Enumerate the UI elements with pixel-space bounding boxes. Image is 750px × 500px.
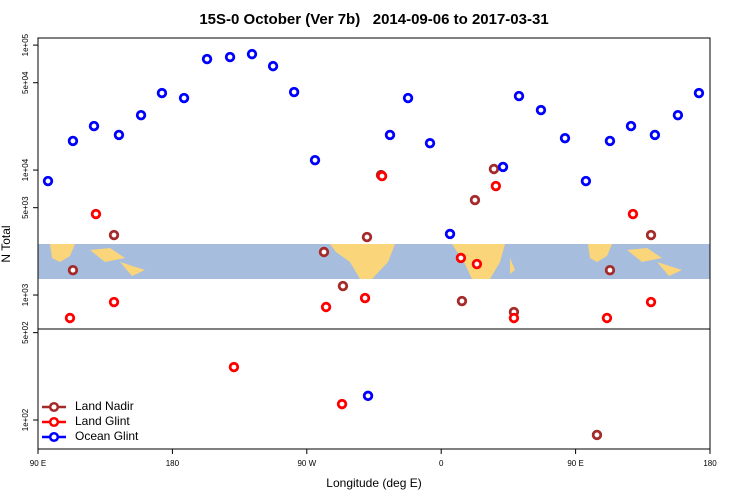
point <box>42 175 54 187</box>
y-tick-label: 5e+02 <box>21 321 30 344</box>
x-tick-label: 0 <box>439 459 444 468</box>
point <box>424 138 436 149</box>
land-shape <box>50 244 145 276</box>
point <box>359 292 371 304</box>
point <box>488 163 500 175</box>
x-tick-label: 90 E <box>567 459 583 468</box>
point <box>88 120 100 132</box>
chart-title: 15S-0 October (Ver 7b) 2014-09-06 to 201… <box>199 11 548 28</box>
point <box>67 265 79 276</box>
point <box>508 312 520 324</box>
y-tick-label: 5e+04 <box>21 71 30 94</box>
point <box>591 429 603 441</box>
point <box>471 258 483 270</box>
point <box>376 170 388 182</box>
point <box>601 312 613 324</box>
point <box>604 135 616 147</box>
y-tick-label: 1e+04 <box>21 158 30 181</box>
point <box>535 104 547 116</box>
x-axis-label: Longitude (deg E) <box>326 476 421 490</box>
point <box>320 301 332 313</box>
point <box>108 229 120 241</box>
point <box>113 129 125 141</box>
point <box>444 228 456 240</box>
point <box>455 252 467 264</box>
point <box>288 86 300 98</box>
legend-label: Land Glint <box>75 414 130 428</box>
point <box>402 92 414 104</box>
point <box>645 229 657 241</box>
y-tick-label: 1e+02 <box>21 408 30 431</box>
point <box>246 48 258 60</box>
legend-label: Ocean Glint <box>75 429 139 443</box>
land-shape <box>452 244 515 279</box>
point <box>108 296 120 308</box>
legend-marker <box>48 416 60 428</box>
y-tick-label: 5e+03 <box>21 196 30 219</box>
map-band <box>38 244 710 279</box>
x-tick-label: 90 E <box>30 459 46 468</box>
plot-frame <box>37 37 711 450</box>
point <box>627 208 639 220</box>
point <box>337 280 349 292</box>
legend-label: Land Nadir <box>75 399 134 413</box>
point <box>362 390 374 402</box>
point <box>224 51 236 63</box>
point <box>490 180 502 192</box>
point <box>178 92 190 104</box>
point <box>228 361 240 373</box>
point <box>649 129 661 141</box>
point <box>336 398 348 410</box>
point <box>384 129 396 141</box>
point <box>67 135 79 147</box>
point <box>625 120 637 132</box>
point <box>672 109 684 121</box>
point <box>693 87 705 99</box>
legend-marker <box>48 431 60 443</box>
land-shape <box>330 244 395 279</box>
point <box>201 53 213 65</box>
point <box>309 154 321 166</box>
y-tick-label: 1e+05 <box>21 33 30 56</box>
point <box>559 132 571 144</box>
point <box>267 60 279 72</box>
point <box>580 175 592 187</box>
point <box>135 109 147 121</box>
y-tick-label: 1e+03 <box>21 283 30 306</box>
point <box>645 296 657 308</box>
point <box>456 295 468 307</box>
point <box>156 87 168 99</box>
point <box>90 208 102 220</box>
point <box>469 194 481 206</box>
point <box>604 265 616 276</box>
x-tick-label: 90 W <box>297 459 316 468</box>
point <box>513 90 525 102</box>
x-tick-label: 180 <box>703 459 717 468</box>
land-shape <box>588 244 682 276</box>
x-tick-label: 180 <box>166 459 180 468</box>
point <box>64 312 76 324</box>
point <box>497 161 509 173</box>
point <box>361 231 373 243</box>
point <box>318 246 330 258</box>
legend-marker <box>48 401 60 413</box>
y-axis-label: N Total <box>0 225 13 262</box>
